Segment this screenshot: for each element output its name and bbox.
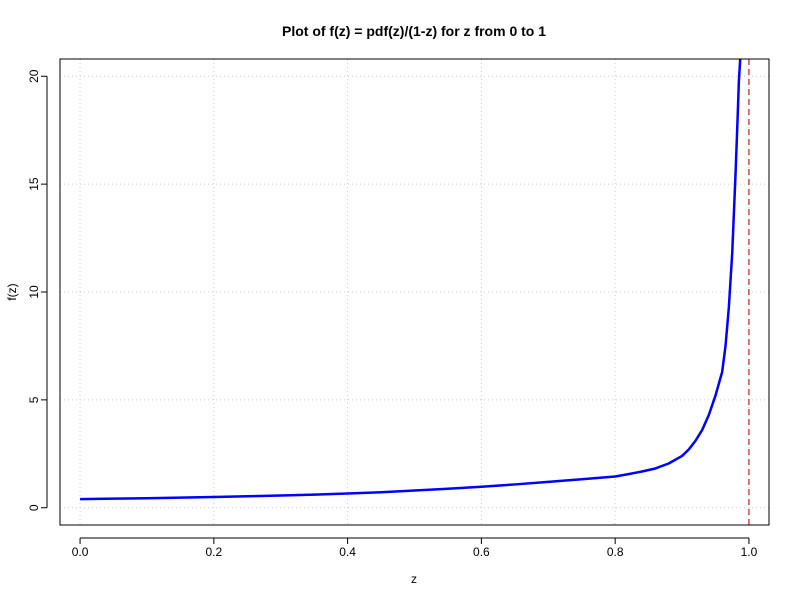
x-tick-label: 0.4 — [339, 545, 356, 559]
x-tick-label: 0.0 — [72, 545, 89, 559]
y-tick-label: 5 — [27, 396, 41, 403]
x-axis: 0.0 0.2 0.4 0.6 0.8 1.0 — [72, 537, 758, 559]
x-tick-label: 1.0 — [741, 545, 758, 559]
y-axis-label: f(z) — [5, 283, 19, 300]
series-line — [80, 58, 742, 501]
y-tick-label: 20 — [27, 69, 41, 83]
plot-marks — [80, 58, 750, 525]
y-tick-label: 15 — [27, 177, 41, 191]
y-tick-label: 10 — [27, 285, 41, 299]
x-tick-label: 0.8 — [607, 545, 624, 559]
plot-frame — [59, 58, 770, 526]
y-tick-label: 0 — [27, 504, 41, 511]
chart-title: Plot of f(z) = pdf(z)/(1-z) for z from 0… — [282, 23, 546, 39]
x-tick-label: 0.6 — [473, 545, 490, 559]
grid — [60, 59, 769, 525]
x-tick-label: 0.2 — [205, 545, 222, 559]
y-axis: 0 5 10 15 20 — [27, 69, 48, 511]
x-axis-label: z — [411, 572, 417, 586]
